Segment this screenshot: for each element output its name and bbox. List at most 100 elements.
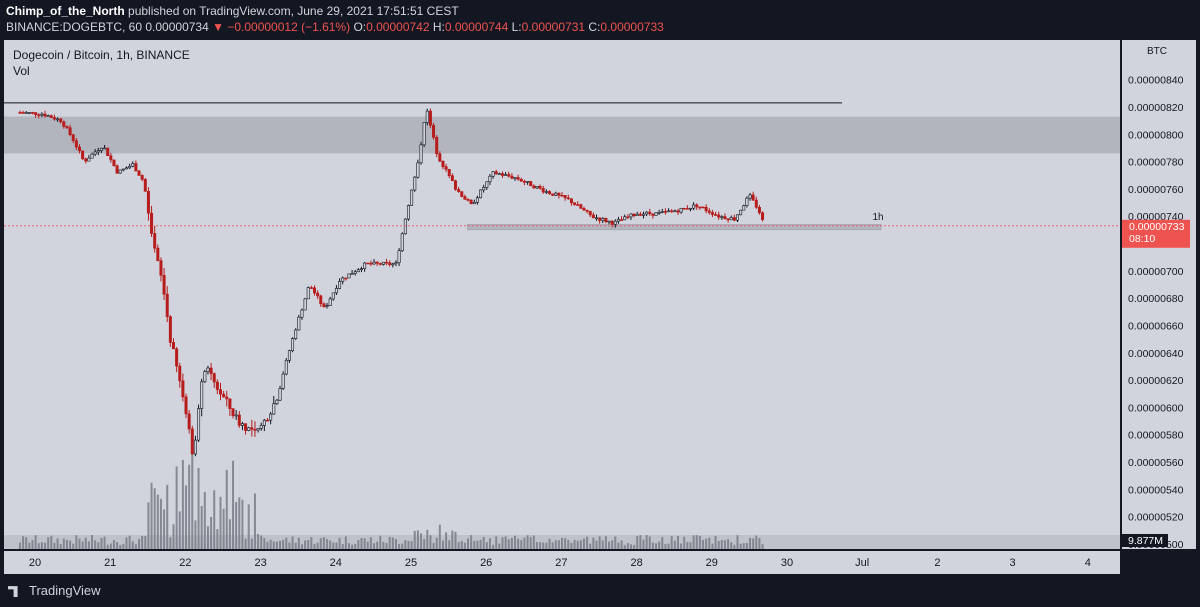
volume-bar [545,542,548,549]
chart-area[interactable]: 0.00000840 0.00000820 0.00000800 0.00000780… [0,38,1200,607]
volume-bar [676,535,679,549]
volume-bar [749,537,752,549]
volume-bar [623,544,626,549]
candle-body [306,287,310,300]
y-tick-label: 0.00000820 [1128,102,1184,114]
volume-bar [103,536,106,549]
candle-body [591,214,595,219]
candle-body [657,212,661,214]
candle-body [453,180,457,190]
candle-body [184,396,188,415]
volume-bar [206,526,209,549]
volume-bar [31,540,34,549]
candle-body [447,168,451,176]
candle-body [435,137,439,155]
price-chart[interactable]: 0.00000840 0.00000820 0.00000800 0.00000780… [0,38,1200,607]
tradingview-logo[interactable]: TradingView [8,583,101,598]
symbol-line: BINANCE:DOGEBTC, 60 0.00000734 ▼ −0.0000… [6,20,664,34]
volume-bar [150,482,153,549]
volume-bar [601,540,604,549]
candle-body [347,273,351,279]
volume-bar [708,537,711,549]
volume-bar [482,537,485,549]
candle-body [532,185,536,189]
candle-body [757,207,761,214]
x-tick-label: 4 [1085,557,1091,569]
candle-body [265,419,269,422]
candle-body [150,212,154,234]
volume-bar [438,524,441,549]
volume-bar [194,520,197,549]
volume-bar [413,530,416,549]
volume-bar [420,533,423,549]
candle-body [673,210,677,213]
volume-bar [235,501,238,549]
volume-bar [87,541,90,549]
volume-bar [347,543,350,549]
volume-bar [147,502,150,549]
x-tick-label: 27 [555,557,567,569]
volume-bar [178,511,181,549]
volume-bar [181,459,184,549]
volume-bar [683,536,686,549]
candle-body [754,199,758,208]
high-value: 0.00000744 [444,20,509,34]
candle-body [244,423,248,431]
candle-body [723,216,727,220]
candle-body [663,211,667,213]
candle-body [190,428,194,455]
volume-bar [269,539,272,549]
volume-bar [604,536,607,549]
volume-bar [423,539,426,549]
candle-body [40,113,44,116]
volume-bar [319,538,322,549]
volume-bar [661,536,664,549]
candle-body [397,250,401,263]
candle-body [717,214,721,218]
volume-bar [542,542,545,549]
volume-bar [557,540,560,549]
chart-title[interactable]: Dogecoin / Bitcoin, 1h, BINANCE [13,48,190,62]
candle-body [513,177,517,179]
candle-body [103,147,107,150]
candle-body [607,220,611,223]
candle-body [557,192,561,196]
volume-bar [495,536,498,549]
volume-bar [354,543,357,549]
brand-name: TradingView [29,583,101,598]
candle-body [432,124,436,138]
volume-bar [670,536,673,549]
y-tick-label: 0.00000780 [1128,157,1184,169]
candle-body [494,171,498,175]
author-name[interactable]: Chimp_of_the_North [6,4,125,18]
candle-body [551,193,555,196]
volume-bar [222,508,225,549]
volume-bar [59,544,62,549]
volume-bar [156,494,159,549]
volume-bar [570,542,573,549]
candle-body [654,212,658,216]
volume-bar [169,537,172,549]
volume-bar [341,544,344,549]
volume-badge-bg [1122,534,1168,547]
candle-body [21,112,25,114]
candle-body [106,147,110,156]
candle-body [579,204,583,209]
volume-indicator-label[interactable]: Vol [13,64,30,78]
candle-body [626,216,630,219]
current-price-badge[interactable]: 0.00000733 08:10 [1122,219,1190,248]
candle-body [563,195,567,199]
candle-body [573,202,577,205]
volume-bar [629,544,632,549]
volume-bar [191,437,194,549]
volume-bar [445,532,448,549]
volume-bar [379,535,382,549]
volume-bar [745,542,748,549]
volume-bar [723,540,726,549]
x-tick-label: 23 [254,557,266,569]
candle-body [522,180,526,183]
volume-bar [300,544,303,549]
candle-body [745,197,749,207]
candle-body [338,281,342,289]
volume-bar [219,496,222,549]
